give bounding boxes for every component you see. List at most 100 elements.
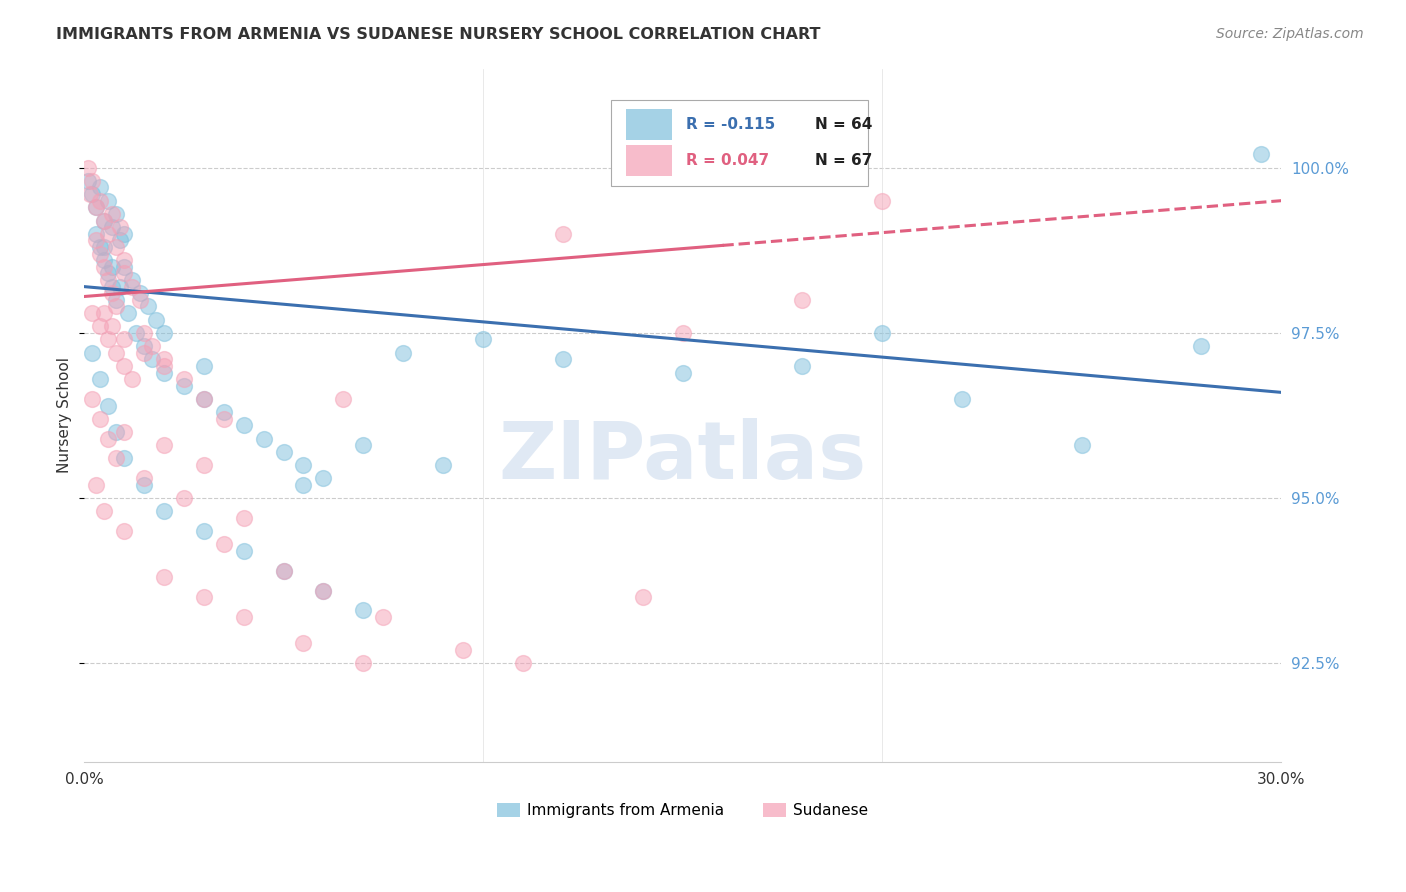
Point (312, 471, 335, 485)
Point (352, 438, 374, 452)
Text: N = 64: N = 64 (815, 117, 873, 132)
Point (332, 392, 354, 406)
Point (373, 610, 395, 624)
Point (104, 240, 127, 254)
Point (128, 286, 150, 301)
Point (93, 306, 115, 320)
Point (631, 591, 654, 605)
Point (93, 213, 115, 227)
Point (121, 279, 143, 293)
Point (232, 418, 254, 433)
Point (101, 220, 124, 235)
Point (870, 194, 893, 208)
Point (132, 339, 155, 353)
FancyBboxPatch shape (626, 145, 672, 176)
Point (152, 359, 174, 373)
Text: IMMIGRANTS FROM ARMENIA VS SUDANESE NURSERY SCHOOL CORRELATION CHART: IMMIGRANTS FROM ARMENIA VS SUDANESE NURS… (56, 27, 821, 42)
Point (671, 366, 693, 380)
Point (141, 352, 163, 367)
Text: ZIPatlas: ZIPatlas (498, 418, 866, 496)
Point (152, 438, 174, 452)
Point (551, 352, 574, 367)
Point (97, 333, 120, 347)
Point (232, 511, 254, 525)
Point (84, 200, 107, 214)
Point (950, 392, 973, 406)
Point (112, 333, 135, 347)
Point (193, 392, 215, 406)
Point (193, 458, 215, 472)
Point (108, 220, 131, 235)
Point (112, 253, 135, 268)
Point (870, 326, 893, 340)
Point (112, 425, 135, 439)
Text: R = -0.115: R = -0.115 (686, 117, 775, 132)
Point (80, 187, 103, 202)
Point (104, 425, 127, 439)
Point (93, 260, 115, 274)
Point (671, 326, 693, 340)
Point (97, 227, 120, 241)
Point (89, 411, 111, 425)
Point (112, 227, 135, 241)
Point (432, 458, 454, 472)
Point (132, 471, 155, 485)
Point (97, 273, 120, 287)
Point (89, 240, 111, 254)
Point (312, 583, 335, 598)
Point (212, 405, 235, 419)
Point (132, 326, 155, 340)
Point (352, 657, 374, 671)
FancyBboxPatch shape (610, 100, 868, 186)
Point (1250, 147, 1272, 161)
Text: N = 67: N = 67 (815, 153, 873, 168)
Point (136, 300, 159, 314)
Point (89, 194, 111, 208)
Point (97, 432, 120, 446)
Point (101, 207, 124, 221)
Point (80, 174, 103, 188)
Point (173, 491, 195, 505)
Point (84, 478, 107, 492)
Point (273, 564, 295, 578)
Point (112, 524, 135, 538)
Point (132, 345, 155, 359)
Point (101, 286, 124, 301)
Legend: Immigrants from Armenia, Sudanese: Immigrants from Armenia, Sudanese (491, 797, 875, 824)
Y-axis label: Nursery School: Nursery School (58, 358, 72, 474)
Point (117, 306, 139, 320)
Point (173, 372, 195, 386)
Point (77, 174, 100, 188)
Point (212, 411, 235, 425)
Point (232, 610, 254, 624)
Point (132, 478, 155, 492)
Point (112, 359, 135, 373)
Point (89, 372, 111, 386)
Point (93, 253, 115, 268)
Point (104, 293, 127, 307)
Point (152, 504, 174, 518)
Point (89, 319, 111, 334)
Point (101, 319, 124, 334)
Point (93, 240, 115, 254)
Point (104, 451, 127, 466)
Point (108, 233, 131, 247)
Point (193, 524, 215, 538)
Point (1189, 339, 1212, 353)
Point (121, 372, 143, 386)
Point (108, 279, 131, 293)
Point (152, 570, 174, 584)
Point (152, 326, 174, 340)
Point (104, 207, 127, 221)
Point (173, 378, 195, 392)
Point (1070, 438, 1092, 452)
Point (80, 392, 103, 406)
Point (104, 345, 127, 359)
Point (89, 246, 111, 260)
Point (792, 359, 814, 373)
Point (193, 359, 215, 373)
Point (97, 399, 120, 413)
Point (193, 591, 215, 605)
Point (352, 603, 374, 617)
Point (152, 366, 174, 380)
